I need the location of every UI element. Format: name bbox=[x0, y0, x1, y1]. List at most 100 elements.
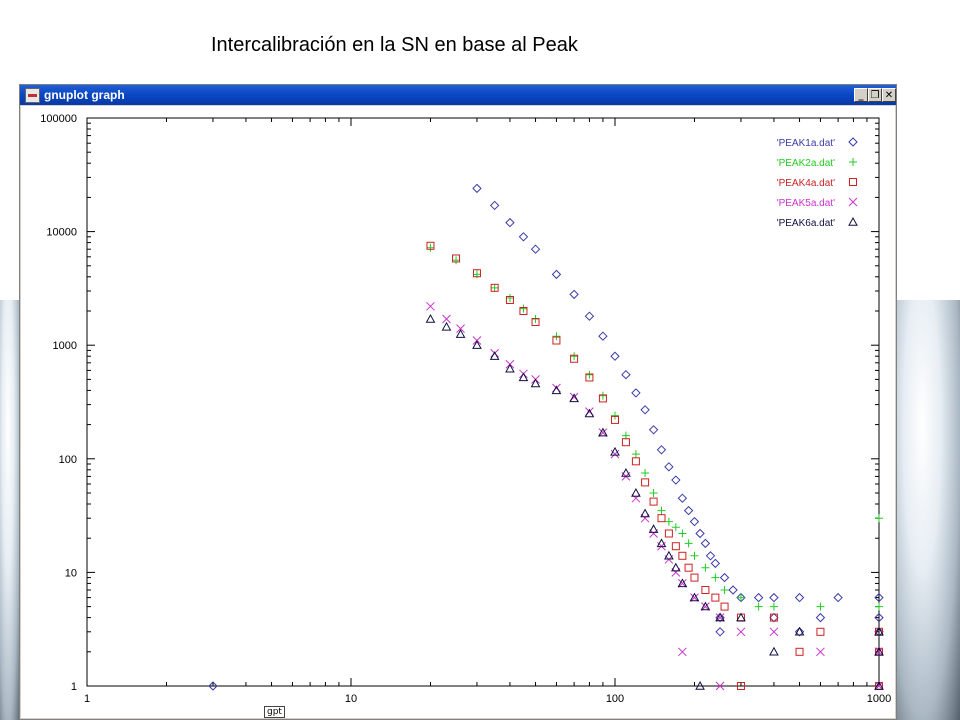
data-point-series-2 bbox=[690, 551, 699, 560]
legend-label-series-4: 'PEAK5a.dat' bbox=[777, 198, 835, 209]
window-titlebar[interactable]: gnuplot graph _ ❐ ✕ bbox=[20, 85, 896, 105]
legend-marker-series-1 bbox=[848, 137, 858, 147]
data-point-series-5 bbox=[441, 321, 452, 331]
data-point-series-4 bbox=[598, 428, 608, 437]
data-point-series-1 bbox=[700, 538, 711, 549]
data-point-series-1 bbox=[719, 572, 730, 583]
data-point-series-1 bbox=[728, 585, 738, 595]
data-point-series-4 bbox=[701, 602, 710, 611]
data-point-series-1 bbox=[208, 681, 218, 691]
data-point-series-1 bbox=[569, 289, 579, 300]
data-point-series-1 bbox=[621, 369, 631, 380]
data-point-series-5 bbox=[425, 313, 436, 323]
data-point-series-5 bbox=[621, 467, 631, 477]
data-point-series-5 bbox=[489, 351, 500, 360]
y-tick-label: 100 bbox=[59, 454, 77, 466]
data-point-series-1 bbox=[518, 232, 529, 242]
data-point-series-2 bbox=[505, 294, 514, 303]
data-point-series-5 bbox=[530, 378, 541, 388]
data-point-series-1 bbox=[598, 331, 608, 341]
data-point-series-5 bbox=[569, 393, 579, 403]
y-tick-label: 10000 bbox=[46, 227, 77, 239]
data-point-series-1 bbox=[794, 627, 805, 637]
data-point-series-5 bbox=[640, 508, 650, 518]
data-point-series-3 bbox=[505, 295, 514, 304]
data-point-series-3 bbox=[611, 415, 619, 424]
data-point-series-1 bbox=[664, 462, 674, 472]
data-point-series-3 bbox=[664, 529, 673, 538]
data-point-series-1 bbox=[683, 505, 694, 516]
data-point-series-4 bbox=[640, 513, 650, 523]
data-point-series-3 bbox=[720, 602, 729, 611]
data-point-series-1 bbox=[640, 405, 650, 415]
data-point-series-2 bbox=[598, 391, 607, 400]
data-point-series-1 bbox=[833, 592, 843, 603]
restore-button[interactable]: ❐ bbox=[868, 88, 882, 102]
data-point-series-3 bbox=[598, 394, 607, 403]
y-tick-label: 100000 bbox=[40, 113, 77, 125]
data-point-series-5 bbox=[700, 601, 711, 611]
legend-marker-series-3 bbox=[849, 178, 857, 186]
background-clouds-right bbox=[897, 300, 960, 720]
y-tick-label: 10 bbox=[65, 567, 77, 579]
data-point-series-1 bbox=[715, 627, 725, 637]
data-point-series-2 bbox=[684, 539, 693, 548]
data-point-series-5 bbox=[689, 592, 700, 602]
data-point-series-5 bbox=[610, 446, 620, 456]
data-point-series-2 bbox=[531, 315, 540, 324]
data-point-series-5 bbox=[455, 329, 466, 338]
legend-label-series-2: 'PEAK2a.dat' bbox=[777, 158, 835, 169]
background-clouds-left bbox=[0, 300, 20, 720]
data-point-series-1 bbox=[769, 592, 779, 603]
data-point-series-4 bbox=[715, 681, 725, 691]
data-point-series-3 bbox=[585, 373, 594, 382]
data-point-series-3 bbox=[678, 551, 687, 560]
x-tick-label: 10 bbox=[345, 693, 357, 705]
data-point-series-5 bbox=[736, 612, 746, 622]
data-point-series-2 bbox=[678, 529, 687, 538]
y-tick-label: 1000 bbox=[53, 340, 77, 352]
data-point-series-4 bbox=[678, 647, 687, 657]
data-point-series-3 bbox=[472, 269, 481, 278]
data-point-series-1 bbox=[610, 351, 620, 361]
data-point-series-5 bbox=[631, 487, 641, 497]
data-point-series-5 bbox=[505, 363, 515, 373]
data-point-series-2 bbox=[875, 514, 883, 523]
data-point-series-1 bbox=[815, 612, 826, 623]
data-point-series-5 bbox=[598, 427, 608, 437]
data-point-series-1 bbox=[656, 445, 667, 455]
data-point-series-5 bbox=[769, 646, 779, 656]
gnuplot-window: gnuplot graph _ ❐ ✕ 1 10 100 1000 1 10 100 1000… bbox=[19, 84, 897, 720]
legend-marker-series-2 bbox=[849, 158, 857, 166]
data-point-series-3 bbox=[690, 573, 699, 582]
data-point-series-2 bbox=[552, 332, 561, 341]
data-point-series-2 bbox=[657, 506, 666, 515]
data-point-series-1 bbox=[530, 244, 541, 254]
data-point-series-5 bbox=[670, 562, 681, 572]
data-point-series-5 bbox=[874, 646, 884, 656]
gnuplot-app-icon[interactable] bbox=[25, 88, 40, 103]
data-point-series-1 bbox=[874, 592, 884, 603]
data-point-series-2 bbox=[664, 517, 673, 526]
x-tick-label: 100 bbox=[606, 693, 624, 705]
data-point-series-2 bbox=[611, 411, 619, 420]
data-point-series-3 bbox=[649, 497, 658, 506]
x-tick-label: 1 bbox=[84, 693, 90, 705]
data-point-series-2 bbox=[736, 593, 745, 602]
data-point-series-4 bbox=[610, 449, 620, 459]
data-point-series-1 bbox=[753, 592, 764, 603]
data-point-series-3 bbox=[452, 254, 461, 263]
data-point-series-3 bbox=[570, 354, 579, 363]
data-point-series-1 bbox=[710, 558, 721, 569]
data-point-series-1 bbox=[489, 200, 500, 211]
data-point-series-2 bbox=[426, 243, 435, 252]
minimize-button[interactable]: _ bbox=[854, 88, 868, 102]
close-button[interactable]: ✕ bbox=[882, 88, 896, 102]
data-point-series-5 bbox=[874, 626, 884, 636]
data-point-series-3 bbox=[621, 438, 630, 447]
data-point-series-3 bbox=[490, 283, 499, 292]
data-point-series-2 bbox=[490, 283, 499, 292]
data-point-series-5 bbox=[656, 538, 667, 548]
data-point-series-1 bbox=[505, 217, 515, 228]
data-point-series-3 bbox=[552, 336, 561, 345]
